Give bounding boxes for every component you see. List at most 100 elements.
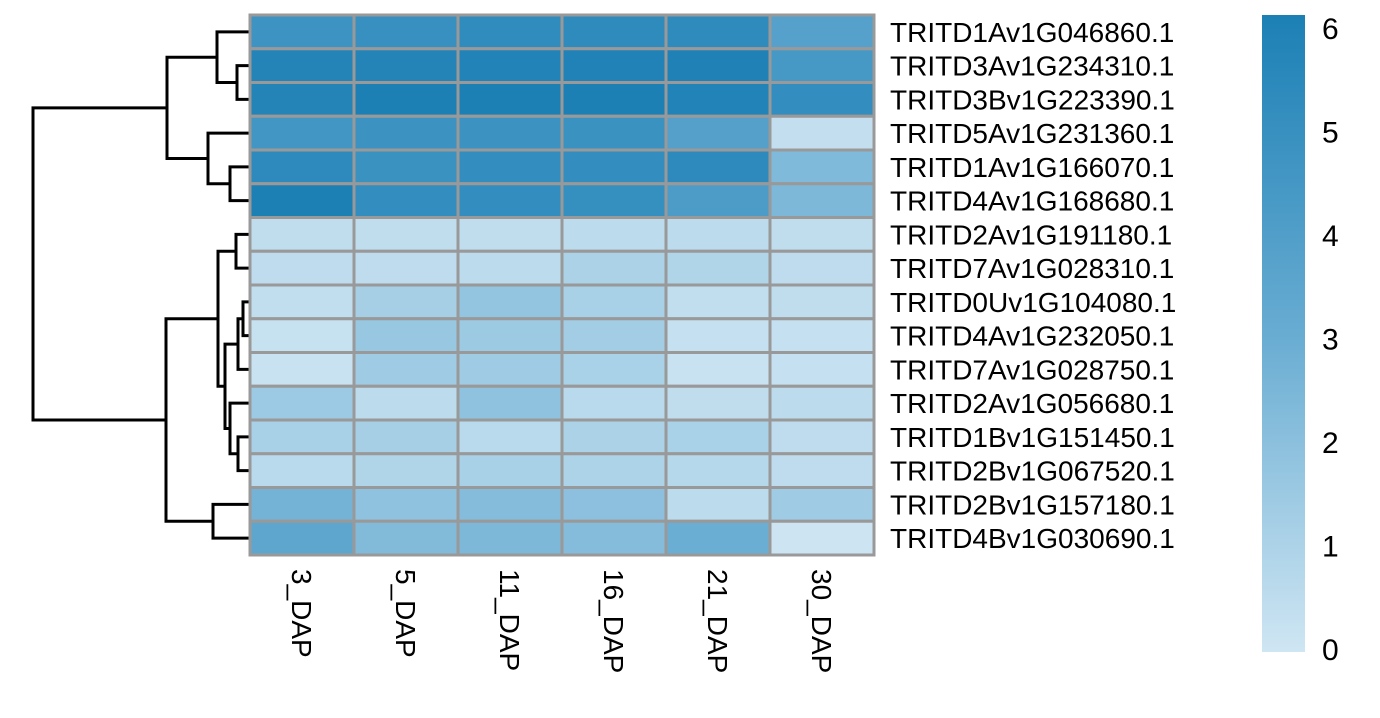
heatmap-cell	[248, 351, 356, 388]
heatmap-cell	[768, 47, 876, 84]
heatmap-cell	[352, 519, 460, 557]
dendrogram-branch	[215, 30, 250, 84]
heatmap-cell	[456, 519, 564, 557]
heatmap-cell	[352, 148, 460, 186]
heatmap-cell	[456, 249, 564, 287]
heatmap-cell	[768, 81, 876, 118]
heatmap-cell	[352, 216, 460, 253]
heatmap-cell	[768, 452, 876, 489]
column-labels: 3_DAP 5_DAP 11_DAP 16_DAP 21_DAP 30_DAP	[286, 569, 837, 673]
row-label: TRITD4Bv1G030690.1	[890, 523, 1175, 554]
heatmap-border	[248, 13, 876, 557]
heatmap-cell	[352, 418, 460, 456]
heatmap-cell	[248, 317, 356, 354]
dendrogram-branch	[216, 249, 236, 388]
heatmap-cell	[248, 384, 356, 422]
heatmap-cell	[248, 81, 356, 118]
heatmap-cell	[248, 519, 356, 557]
heatmap-cell	[456, 13, 564, 51]
dendrogram-branch	[211, 502, 250, 540]
dendrogram-branch	[236, 435, 250, 473]
column-label: 16_DAP	[598, 569, 629, 673]
heatmap-cell	[248, 216, 356, 253]
heatmap-cell	[560, 452, 668, 489]
column-label: 5_DAP	[390, 569, 421, 658]
heatmap-cell	[664, 216, 772, 253]
heatmap-cell	[456, 148, 564, 186]
row-label: TRITD2Av1G191180.1	[890, 219, 1172, 250]
colorbar-tick-label: 0	[1322, 634, 1339, 667]
heatmap-cell	[352, 182, 460, 219]
heatmap-cell	[352, 249, 460, 287]
heatmap-cell	[456, 114, 564, 152]
heatmap-cell	[248, 486, 356, 523]
heatmap-cell	[664, 81, 772, 118]
heatmap-cell	[248, 182, 356, 219]
heatmap-cell	[560, 81, 668, 118]
row-label: TRITD2Bv1G067520.1	[890, 456, 1175, 487]
column-label: 3_DAP	[286, 569, 317, 658]
row-label: TRITD1Av1G166070.1	[890, 152, 1174, 183]
heatmap-cell	[664, 249, 772, 287]
heatmap-cell	[768, 182, 876, 219]
heatmap-cell	[352, 81, 460, 118]
heatmap-cell	[456, 384, 564, 422]
row-label: TRITD2Bv1G157180.1	[890, 489, 1175, 520]
row-label: TRITD4Av1G168680.1	[890, 186, 1174, 217]
row-label: TRITD5Av1G231360.1	[890, 118, 1174, 149]
row-labels: TRITD1Av1G046860.1TRITD3Av1G234310.1TRIT…	[890, 17, 1176, 554]
row-label: TRITD3Av1G234310.1	[890, 51, 1174, 82]
heatmap-cell	[456, 47, 564, 84]
heatmap-cell	[768, 351, 876, 388]
row-label: TRITD4Av1G232050.1	[890, 321, 1174, 352]
heatmap-cell	[456, 452, 564, 489]
heatmap-cell	[456, 283, 564, 321]
heatmap-cell	[664, 13, 772, 51]
heatmap-cell	[560, 283, 668, 321]
heatmap-cell	[560, 486, 668, 523]
heatmap-cell	[248, 283, 356, 321]
heatmap-cell	[560, 182, 668, 219]
heatmap-cell	[456, 486, 564, 523]
heatmap-cell	[352, 384, 460, 422]
heatmap-cell	[560, 384, 668, 422]
heatmap-cell	[352, 47, 460, 84]
heatmap-cell	[560, 418, 668, 456]
heatmap-cell	[352, 351, 460, 388]
heatmap-grid	[248, 13, 876, 557]
heatmap-cell	[248, 47, 356, 84]
heatmap-cell	[560, 216, 668, 253]
column-label: 11_DAP	[494, 569, 525, 671]
heatmap-cell	[560, 317, 668, 354]
heatmap-cell	[560, 148, 668, 186]
colorbar-tick-label: 3	[1322, 324, 1339, 357]
heatmap-cell	[560, 519, 668, 557]
row-dendrogram	[31, 30, 250, 540]
dendrogram-branch	[235, 64, 250, 101]
heatmap-cell	[248, 13, 356, 51]
colorbar-tick-labels: 6 5 4 3 2 1 0	[1322, 13, 1339, 667]
row-label: TRITD7Av1G028310.1	[890, 253, 1174, 284]
heatmap-cell	[456, 351, 564, 388]
heatmap-cell	[768, 486, 876, 523]
row-label: TRITD7Av1G028750.1	[890, 354, 1174, 385]
row-label: TRITD1Bv1G151450.1	[890, 422, 1175, 453]
heatmap-cell	[560, 114, 668, 152]
colorbar-tick-label: 2	[1322, 427, 1339, 460]
heatmap-cell	[664, 418, 772, 456]
dendrogram-branch	[234, 232, 250, 270]
heatmap-cell	[664, 317, 772, 354]
heatmap-cell	[560, 249, 668, 287]
heatmap-cell	[352, 452, 460, 489]
heatmap-cell	[560, 13, 668, 51]
heatmap-cell	[664, 47, 772, 84]
colorbar	[1262, 15, 1305, 652]
heatmap-cell	[664, 283, 772, 321]
heatmap-cell	[768, 114, 876, 152]
heatmap-cell	[456, 418, 564, 456]
heatmap-cell	[560, 351, 668, 388]
colorbar-tick-label: 1	[1322, 531, 1339, 564]
heatmap-cell	[768, 384, 876, 422]
